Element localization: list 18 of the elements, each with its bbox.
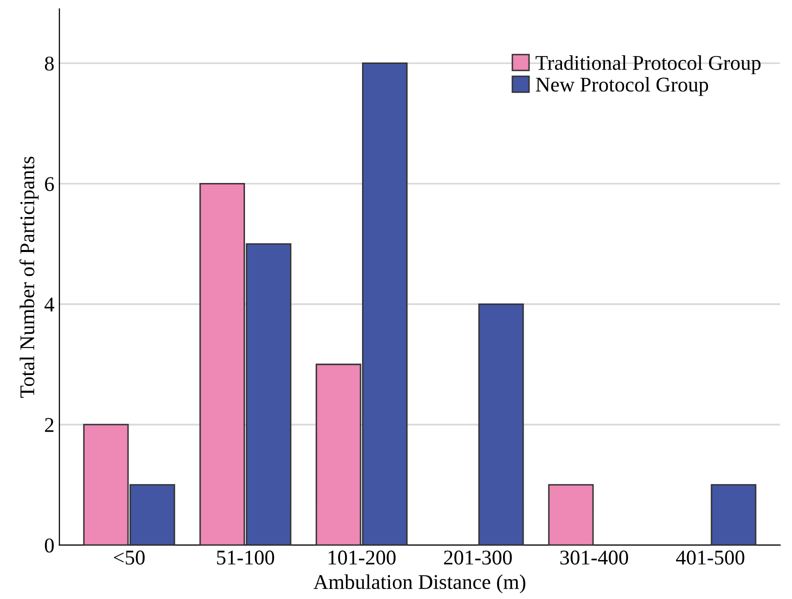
- x-tick-label: 201-300: [444, 550, 512, 565]
- x-tick-label: 51-100: [217, 550, 274, 565]
- x-tick-label: 401-500: [676, 550, 744, 565]
- bar: [710, 484, 756, 546]
- bar: [478, 303, 524, 546]
- x-axis-title: Ambulation Distance (m): [314, 574, 526, 594]
- legend-label: New Protocol Group: [536, 77, 708, 96]
- y-tick-label: 4: [44, 298, 54, 312]
- y-tick-label: 0: [44, 538, 54, 553]
- y-tick-label: 6: [45, 177, 54, 192]
- y-tick-label: 8: [44, 56, 54, 71]
- y-tick-label: 2: [45, 418, 54, 432]
- legend-label: Traditional Protocol Group: [536, 55, 761, 74]
- x-tick-label: <50: [114, 550, 145, 565]
- x-tick-label: 301-400: [560, 550, 628, 565]
- y-axis-title: Total Number of Participants: [19, 156, 39, 398]
- bar: [548, 484, 594, 546]
- x-tick-label: 101-200: [328, 550, 396, 565]
